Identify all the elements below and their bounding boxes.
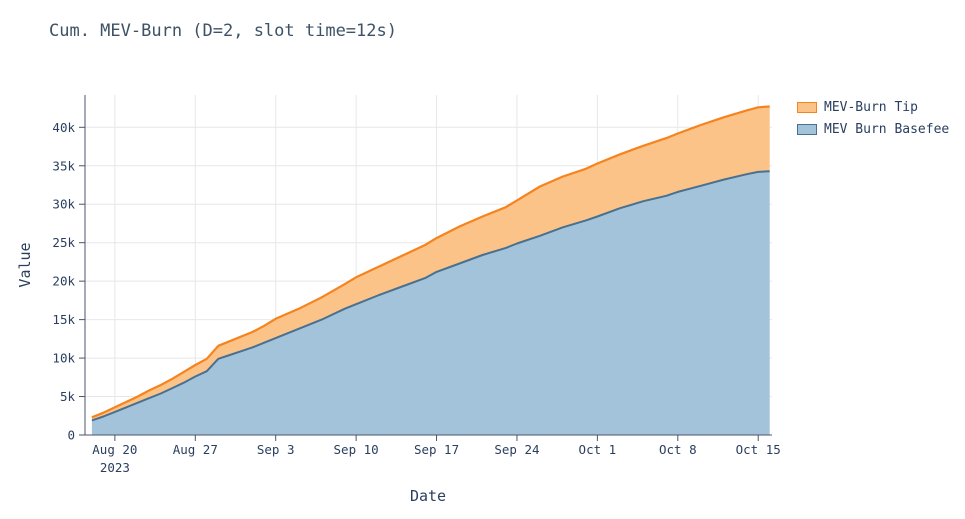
year-tick-label: 2023 xyxy=(100,460,130,475)
chart-title: Cum. MEV-Burn (D=2, slot time=12s) xyxy=(49,21,397,41)
x-tick-label: Sep 17 xyxy=(414,442,459,457)
tip-series-swatch xyxy=(797,102,817,113)
y-tick-label: 20k xyxy=(52,274,75,289)
x-tick-label: Sep 10 xyxy=(334,442,379,457)
x-tick-label: Sep 3 xyxy=(257,442,295,457)
y-tick-label: 0 xyxy=(67,428,75,443)
y-tick-label: 15k xyxy=(52,312,75,327)
x-tick-label: Sep 24 xyxy=(494,442,539,457)
y-tick-label: 30k xyxy=(52,197,75,212)
y-tick-label: 10k xyxy=(52,351,75,366)
legend-item-mev-burn-basefee[interactable]: MEV Burn Basefee xyxy=(797,122,949,137)
basefee-line xyxy=(91,170,770,422)
x-axis-title: Date xyxy=(409,487,447,505)
tip-area xyxy=(91,106,770,421)
basefee-series-swatch xyxy=(797,124,817,135)
basefee-area xyxy=(91,171,770,435)
legend-label-tip: MEV-Burn Tip xyxy=(824,100,918,115)
y-tick-label: 35k xyxy=(52,158,75,173)
legend: MEV-Burn Tip MEV Burn Basefee xyxy=(797,100,949,144)
x-tick-label: Aug 27 xyxy=(173,442,218,457)
x-tick-label: Oct 15 xyxy=(736,442,781,457)
y-tick-label: 40k xyxy=(52,120,75,135)
y-tick-label: 5k xyxy=(60,389,76,404)
y-tick-label: 25k xyxy=(52,235,75,250)
x-tick-label: Oct 8 xyxy=(659,442,697,457)
legend-item-mev-burn-tip[interactable]: MEV-Burn Tip xyxy=(797,100,949,115)
x-tick-label: Aug 20 xyxy=(92,442,137,457)
x-tick-label: Oct 1 xyxy=(579,442,617,457)
legend-label-basefee: MEV Burn Basefee xyxy=(824,122,950,137)
tip-line xyxy=(91,105,770,419)
